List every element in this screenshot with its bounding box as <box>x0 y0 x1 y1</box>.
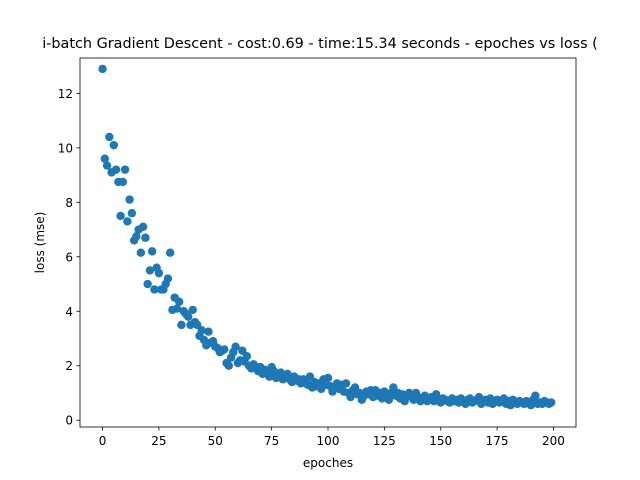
data-point <box>118 177 128 187</box>
data-point <box>323 373 333 383</box>
y-tick-label: 2 <box>65 359 73 373</box>
data-point <box>127 209 137 218</box>
x-axis-ticks: 0 25 50 75 100 125 150 175 200 <box>99 427 565 448</box>
y-tick-label: 10 <box>58 141 73 155</box>
data-point <box>531 391 540 400</box>
x-tick-label: 50 <box>208 434 223 448</box>
x-tick-label: 200 <box>542 434 565 448</box>
data-point <box>100 154 110 163</box>
data-point <box>136 248 146 257</box>
y-tick-label: 12 <box>58 87 73 101</box>
data-point <box>150 285 159 294</box>
data-point <box>220 345 229 354</box>
y-axis-label: loss (mse) <box>33 212 47 274</box>
data-point <box>204 327 213 336</box>
data-points <box>98 64 556 410</box>
data-point <box>224 361 233 370</box>
x-tick-label: 25 <box>151 434 166 448</box>
data-point <box>341 379 351 388</box>
x-tick-label: 150 <box>429 434 452 448</box>
data-point <box>346 392 355 402</box>
data-point <box>184 312 193 321</box>
data-point <box>120 165 130 174</box>
data-point <box>138 222 148 232</box>
data-point <box>132 232 141 241</box>
data-point <box>123 217 132 226</box>
data-point <box>172 304 182 313</box>
data-point <box>197 326 206 335</box>
data-point <box>102 161 112 170</box>
data-point <box>125 195 134 204</box>
x-axis-label: epoches <box>303 456 353 470</box>
data-point <box>231 342 240 351</box>
plot-area-frame <box>79 57 577 428</box>
y-axis-ticks: 0 2 4 6 8 10 12 <box>58 87 80 428</box>
data-point <box>154 268 164 278</box>
data-point <box>109 140 119 150</box>
data-point <box>163 274 173 283</box>
data-point <box>547 398 556 407</box>
chart-title: i-batch Gradient Descent - cost:0.69 - t… <box>42 36 598 52</box>
y-tick-label: 8 <box>65 196 73 210</box>
data-point <box>242 352 252 361</box>
y-tick-label: 4 <box>65 305 73 319</box>
data-point <box>143 279 152 289</box>
data-point <box>141 233 150 242</box>
data-point <box>98 64 107 74</box>
data-point <box>188 305 197 315</box>
x-tick-label: 75 <box>264 434 279 448</box>
x-tick-label: 100 <box>317 434 340 448</box>
x-tick-label: 125 <box>373 434 396 448</box>
data-point <box>384 395 394 404</box>
y-tick-label: 0 <box>65 414 73 428</box>
y-tick-label: 6 <box>65 250 73 264</box>
data-point <box>177 320 186 330</box>
data-point <box>105 132 114 142</box>
data-point <box>147 247 157 256</box>
data-point <box>116 211 125 221</box>
data-point <box>111 165 121 174</box>
data-point <box>145 266 155 275</box>
data-point <box>175 297 184 306</box>
x-tick-label: 175 <box>486 434 509 448</box>
data-point <box>165 248 175 257</box>
x-tick-label: 0 <box>99 434 107 448</box>
